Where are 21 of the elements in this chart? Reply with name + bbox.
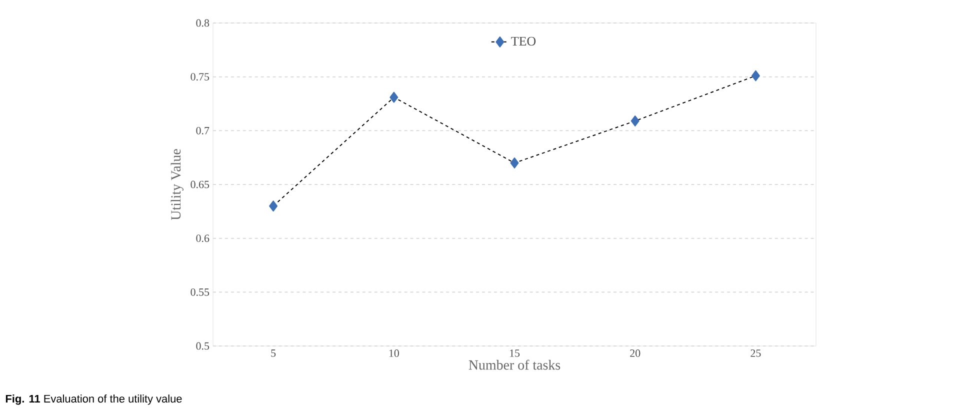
x-axis-title: Number of tasks [468, 360, 560, 370]
y-tick-label: 0.5 [196, 342, 210, 350]
point [269, 200, 278, 212]
x-tick-label: 15 [510, 350, 520, 357]
point [510, 157, 519, 168]
point [630, 115, 640, 126]
x-tick-label: 20 [630, 350, 640, 357]
x-tick-label: 25 [750, 350, 761, 357]
x-tick-label: 5 [271, 350, 276, 357]
y-tick-label: 0.8 [196, 19, 210, 27]
y-tick-label: 0.55 [190, 288, 210, 296]
y-axis-title: Utility Value [170, 149, 184, 220]
point [751, 70, 760, 82]
y-tick-label: 0.6 [196, 234, 210, 242]
y-tick-label: 0.65 [190, 180, 210, 188]
text: Fig. 11 Evaluation of the utility value [6, 394, 182, 405]
x-tick-label: 10 [389, 350, 399, 357]
point [390, 92, 398, 103]
y-tick-label: 0.75 [190, 73, 210, 81]
y-tick-label: 0.7 [196, 126, 210, 134]
legend-label: TEO [511, 36, 536, 46]
